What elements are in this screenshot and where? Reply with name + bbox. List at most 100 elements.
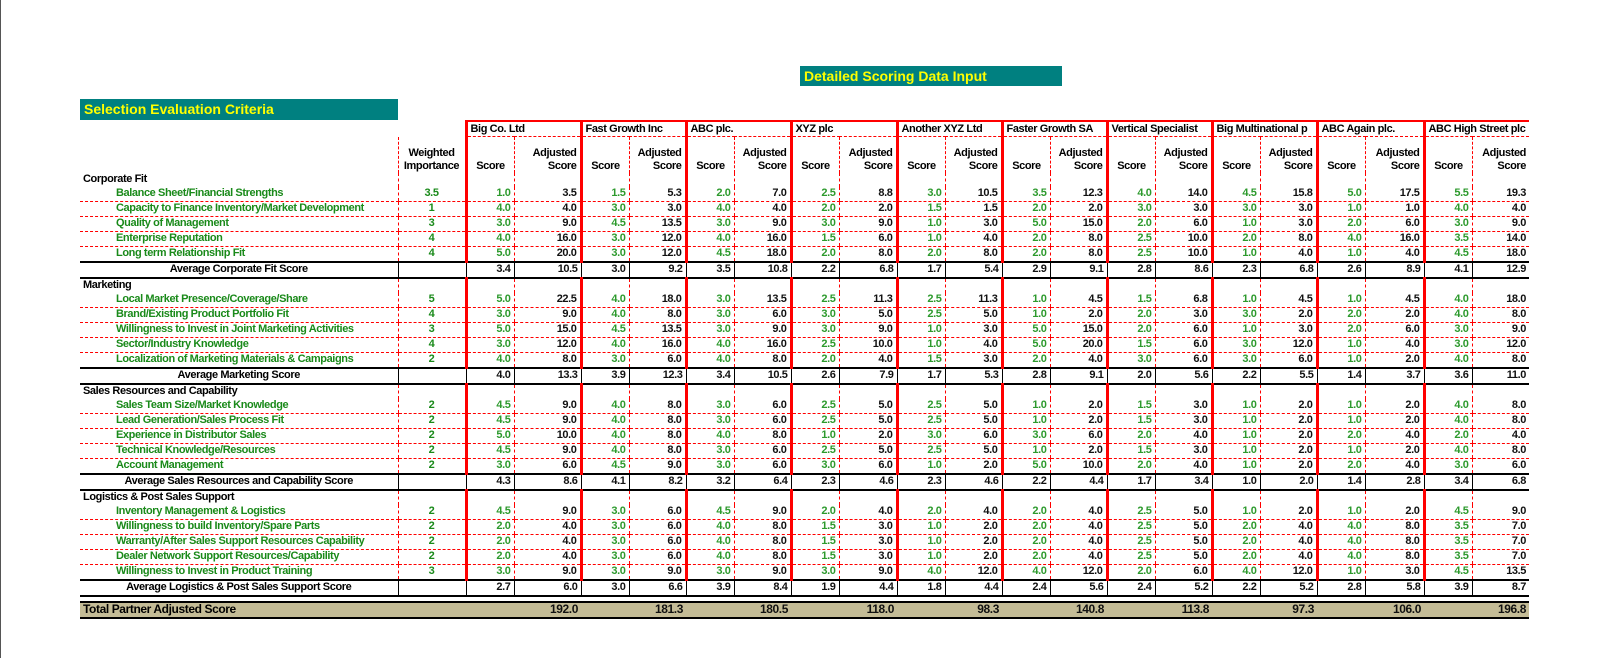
score-input[interactable]: 5.0	[1000, 216, 1050, 232]
score-input[interactable]: 4.0	[895, 564, 945, 580]
score-input[interactable]: 4.0	[464, 231, 514, 247]
weight-input[interactable]: 4	[397, 246, 466, 262]
weight-input[interactable]: 1	[397, 201, 466, 217]
score-input[interactable]: 2.0	[1105, 216, 1155, 232]
score-input[interactable]: 4.5	[464, 413, 514, 429]
score-input[interactable]: 3.0	[684, 443, 734, 459]
score-input[interactable]: 2.5	[1105, 246, 1155, 262]
score-input[interactable]: 1.0	[1315, 352, 1365, 368]
score-input[interactable]: 2.0	[1210, 534, 1260, 550]
weight-input[interactable]: 4	[397, 337, 466, 353]
score-input[interactable]: 1.0	[1000, 413, 1050, 429]
score-input[interactable]: 4.0	[1422, 413, 1472, 429]
score-input[interactable]: 3.0	[464, 216, 514, 232]
weight-input[interactable]: 2	[397, 458, 466, 474]
score-input[interactable]: 5.0	[1000, 337, 1050, 353]
weight-input[interactable]: 3	[397, 564, 466, 580]
score-input[interactable]: 3.5	[1000, 186, 1050, 202]
score-input[interactable]: 1.5	[1105, 413, 1155, 429]
score-input[interactable]: 1.0	[1210, 504, 1260, 520]
score-input[interactable]: 4.0	[579, 428, 629, 444]
score-input[interactable]: 3.0	[579, 231, 629, 247]
score-input[interactable]: 2.0	[1315, 322, 1365, 338]
score-input[interactable]: 3.0	[684, 564, 734, 580]
score-input[interactable]: 1.0	[895, 519, 945, 535]
score-input[interactable]: 4.0	[579, 443, 629, 459]
score-input[interactable]: 2.0	[1000, 231, 1050, 247]
weight-input[interactable]: 2	[397, 519, 466, 535]
score-input[interactable]: 2.5	[1105, 519, 1155, 535]
score-input[interactable]: 1.0	[1000, 292, 1050, 308]
score-input[interactable]: 1.5	[895, 352, 945, 368]
score-input[interactable]: 4.5	[579, 322, 629, 338]
score-input[interactable]: 3.0	[579, 352, 629, 368]
score-input[interactable]: 3.0	[789, 216, 839, 232]
score-input[interactable]: 2.5	[789, 443, 839, 459]
score-input[interactable]: 4.0	[1422, 443, 1472, 459]
score-input[interactable]: 3.0	[684, 216, 734, 232]
score-input[interactable]: 2.0	[1000, 352, 1050, 368]
score-input[interactable]: 4.0	[1000, 564, 1050, 580]
score-input[interactable]: 2.0	[1210, 549, 1260, 565]
score-input[interactable]: 1.5	[895, 201, 945, 217]
score-input[interactable]: 3.0	[1210, 201, 1260, 217]
score-input[interactable]: 1.0	[895, 322, 945, 338]
score-input[interactable]: 2.5	[895, 307, 945, 323]
score-input[interactable]: 2.0	[1210, 231, 1260, 247]
score-input[interactable]: 4.0	[579, 398, 629, 414]
score-input[interactable]: 2.5	[1105, 231, 1155, 247]
score-input[interactable]: 1.5	[579, 186, 629, 202]
score-input[interactable]: 3.0	[789, 322, 839, 338]
score-input[interactable]: 4.0	[1422, 398, 1472, 414]
score-input[interactable]: 2.0	[1000, 504, 1050, 520]
score-input[interactable]: 1.0	[895, 458, 945, 474]
score-input[interactable]: 1.0	[1000, 307, 1050, 323]
score-input[interactable]: 2.0	[464, 549, 514, 565]
score-input[interactable]: 3.0	[464, 337, 514, 353]
score-input[interactable]: 5.0	[1315, 186, 1365, 202]
score-input[interactable]: 2.0	[1422, 428, 1472, 444]
score-input[interactable]: 4.0	[684, 352, 734, 368]
score-input[interactable]: 2.0	[1000, 534, 1050, 550]
score-input[interactable]: 1.0	[1210, 216, 1260, 232]
score-input[interactable]: 2.0	[1105, 458, 1155, 474]
score-input[interactable]: 1.0	[895, 549, 945, 565]
weight-input[interactable]: 4	[397, 307, 466, 323]
score-input[interactable]: 4.0	[684, 428, 734, 444]
score-input[interactable]: 1.0	[1315, 413, 1365, 429]
score-input[interactable]: 2.0	[684, 186, 734, 202]
score-input[interactable]: 4.0	[1315, 519, 1365, 535]
score-input[interactable]: 3.0	[464, 564, 514, 580]
score-input[interactable]: 4.5	[579, 216, 629, 232]
score-input[interactable]: 3.0	[464, 458, 514, 474]
score-input[interactable]: 1.5	[789, 549, 839, 565]
score-input[interactable]: 3.5	[1422, 231, 1472, 247]
score-input[interactable]: 2.5	[1105, 504, 1155, 520]
score-input[interactable]: 4.0	[464, 352, 514, 368]
score-input[interactable]: 3.0	[1105, 201, 1155, 217]
score-input[interactable]: 2.0	[789, 201, 839, 217]
score-input[interactable]: 5.5	[1422, 186, 1472, 202]
score-input[interactable]: 3.0	[1422, 458, 1472, 474]
score-input[interactable]: 3.5	[1422, 519, 1472, 535]
score-input[interactable]: 2.0	[1105, 307, 1155, 323]
score-input[interactable]: 1.5	[789, 534, 839, 550]
score-input[interactable]: 4.0	[684, 201, 734, 217]
score-input[interactable]: 4.5	[579, 458, 629, 474]
score-input[interactable]: 4.0	[1315, 231, 1365, 247]
score-input[interactable]: 3.0	[684, 458, 734, 474]
weight-input[interactable]: 3.5	[397, 186, 466, 202]
score-input[interactable]: 4.5	[684, 246, 734, 262]
score-input[interactable]: 4.0	[1210, 564, 1260, 580]
score-input[interactable]: 4.0	[464, 201, 514, 217]
score-input[interactable]: 4.5	[464, 443, 514, 459]
weight-input[interactable]: 2	[397, 549, 466, 565]
score-input[interactable]: 3.5	[1422, 549, 1472, 565]
score-input[interactable]: 2.0	[789, 246, 839, 262]
weight-input[interactable]: 2	[397, 352, 466, 368]
weight-input[interactable]: 2	[397, 398, 466, 414]
score-input[interactable]: 1.0	[895, 534, 945, 550]
score-input[interactable]: 4.5	[464, 504, 514, 520]
score-input[interactable]: 5.0	[464, 246, 514, 262]
score-input[interactable]: 3.0	[1210, 337, 1260, 353]
